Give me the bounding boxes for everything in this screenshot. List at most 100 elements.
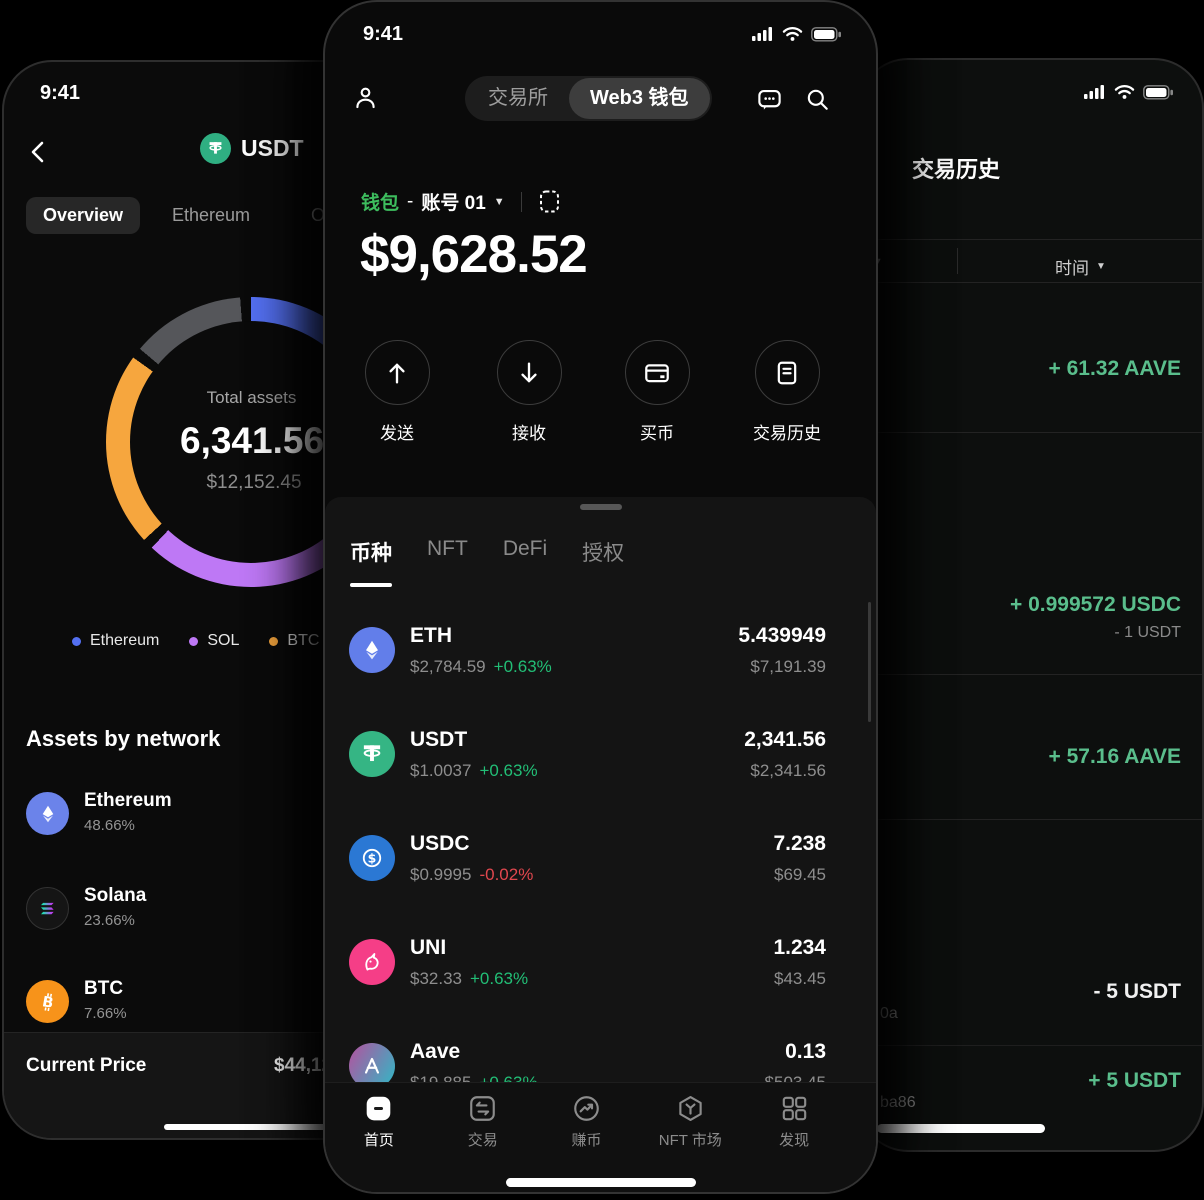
transaction-amount: - 5 USDT [1093, 980, 1181, 1003]
nav-trade[interactable]: 交易 [431, 1095, 535, 1192]
chat-icon [756, 86, 783, 113]
token-row-usdc[interactable]: $ USDC $0.9995 -0.02% 7.238 $69.45 [349, 806, 826, 910]
token-amount: 1.234 [773, 936, 826, 959]
token-symbol: USDT [241, 135, 304, 161]
token-value: $7,191.39 [750, 657, 826, 676]
chevron-down-icon: ▼ [493, 195, 505, 208]
network-name: Solana [84, 885, 147, 906]
token-change: +0.63% [479, 761, 538, 780]
token-row-eth[interactable]: ETH $2,784.59 +0.63% 5.439949 $7,191.39 [349, 598, 826, 702]
action-label: 接收 [512, 424, 546, 443]
transaction-address-fragment: ba86 [880, 1094, 916, 1111]
tab-web3-wallet[interactable]: Web3 钱包 [569, 78, 710, 119]
transaction-amount: + 57.16 AAVE [1048, 745, 1182, 768]
legend-item: Ethereum [72, 632, 159, 650]
token-change: +0.63% [493, 657, 552, 676]
legend-label: BTC [287, 632, 320, 649]
divider [860, 432, 1202, 433]
receive-button[interactable]: 接收 [469, 340, 589, 444]
home-indicator[interactable] [877, 1124, 1045, 1133]
bottom-nav: 首页 交易 赚币 NFT 市场 [325, 1082, 876, 1192]
token-amount: 7.238 [773, 832, 826, 855]
svg-text:$: $ [368, 851, 377, 866]
tab-coins[interactable]: 币种 [350, 537, 392, 587]
earn-icon [535, 1095, 639, 1122]
nav-nft-market[interactable]: NFT 市场 [638, 1095, 742, 1192]
tab-approvals[interactable]: 授权 [582, 542, 625, 565]
token-symbol: ETH [410, 624, 452, 647]
send-button[interactable]: 发送 [337, 340, 457, 444]
divider [860, 674, 1202, 675]
token-price: $32.33 [410, 969, 462, 988]
transaction-amount: + 61.32 AAVE [1048, 357, 1182, 380]
nav-discover[interactable]: 发现 [742, 1095, 846, 1192]
network-name: Ethereum [84, 790, 172, 811]
ethereum-network-icon [26, 792, 69, 835]
page-title: 交易历史 [912, 157, 1001, 182]
trade-icon [431, 1095, 535, 1122]
svg-text:B: B [40, 994, 54, 1012]
profile-button[interactable] [352, 84, 379, 111]
network-name: BTC [84, 978, 124, 999]
search-button[interactable] [804, 86, 831, 113]
wallet-separator: - [407, 190, 414, 212]
drag-handle[interactable] [579, 504, 622, 510]
token-symbol: UNI [410, 936, 447, 959]
tab-overview[interactable]: Overview [26, 197, 141, 234]
status-time: 9:41 [40, 82, 81, 104]
token-row-usdt[interactable]: USDT $1.0037 +0.63% 2,341.56 $2,341.56 [349, 702, 826, 806]
action-label: 发送 [380, 424, 414, 443]
solana-network-icon [26, 887, 69, 930]
chat-button[interactable] [756, 86, 783, 113]
scan-icon[interactable] [538, 189, 561, 214]
center-phone: 9:41 交易所 Web3 钱包 [323, 0, 878, 1194]
divider [860, 1045, 1202, 1046]
search-icon [804, 86, 831, 113]
card-icon [624, 340, 690, 405]
transaction-amount: + 5 USDT [1088, 1069, 1181, 1092]
token-amount: 5.439949 [738, 624, 826, 647]
nav-earn[interactable]: 赚币 [535, 1095, 639, 1192]
divider [860, 282, 1202, 283]
legend-dot [269, 636, 279, 646]
wifi-icon [782, 26, 803, 42]
nav-home[interactable]: 首页 [327, 1095, 431, 1192]
legend-label: Ethereum [90, 632, 160, 649]
scrollbar[interactable] [868, 602, 871, 722]
tab-ethereum[interactable]: Ethereum [172, 205, 251, 225]
tab-nft[interactable]: NFT [427, 537, 468, 560]
section-title: Assets by network [26, 726, 221, 751]
chevron-down-icon: ▼ [1096, 261, 1106, 272]
token-row-uni[interactable]: UNI $32.33 +0.63% 1.234 $43.45 [349, 910, 826, 1014]
divider [860, 819, 1202, 820]
nav-label: 赚币 [571, 1132, 602, 1149]
network-pct: 23.66% [84, 912, 135, 929]
transaction-amount: + 0.999572 USDC [1009, 593, 1181, 616]
token-change: -0.02% [479, 865, 534, 884]
legend-label: SOL [207, 632, 240, 649]
document-icon [754, 340, 820, 405]
wallet-account-selector[interactable]: 钱包 - 账号 01 ▼ [361, 188, 561, 215]
nav-label: 首页 [363, 1132, 394, 1149]
buy-crypto-button[interactable]: 买币 [597, 340, 717, 444]
wallet-account: 账号 01 [421, 193, 486, 214]
status-icons [1084, 84, 1174, 100]
tab-defi[interactable]: DeFi [502, 537, 548, 560]
transaction-address-fragment: 0a [880, 1005, 898, 1022]
usdt-icon [349, 731, 395, 777]
tab-cutoff[interactable]: O [311, 205, 326, 225]
token-symbol: USDC [410, 832, 470, 855]
transaction-sub-amount: - 1 USDT [1114, 624, 1181, 641]
token-price-line: $32.33 +0.63% [410, 969, 528, 989]
tab-exchange[interactable]: 交易所 [488, 87, 548, 109]
time-filter-dropdown[interactable]: 时间 ▼ [1055, 254, 1106, 279]
home-indicator[interactable] [505, 1178, 696, 1187]
token-price-line: $2,784.59 +0.63% [410, 657, 552, 677]
network-pct: 48.66% [84, 817, 135, 834]
history-button[interactable]: 交易历史 [727, 340, 847, 444]
uni-icon [349, 939, 395, 985]
back-button[interactable] [26, 139, 52, 165]
home-indicator[interactable] [164, 1124, 336, 1130]
signal-icon [1084, 84, 1106, 100]
